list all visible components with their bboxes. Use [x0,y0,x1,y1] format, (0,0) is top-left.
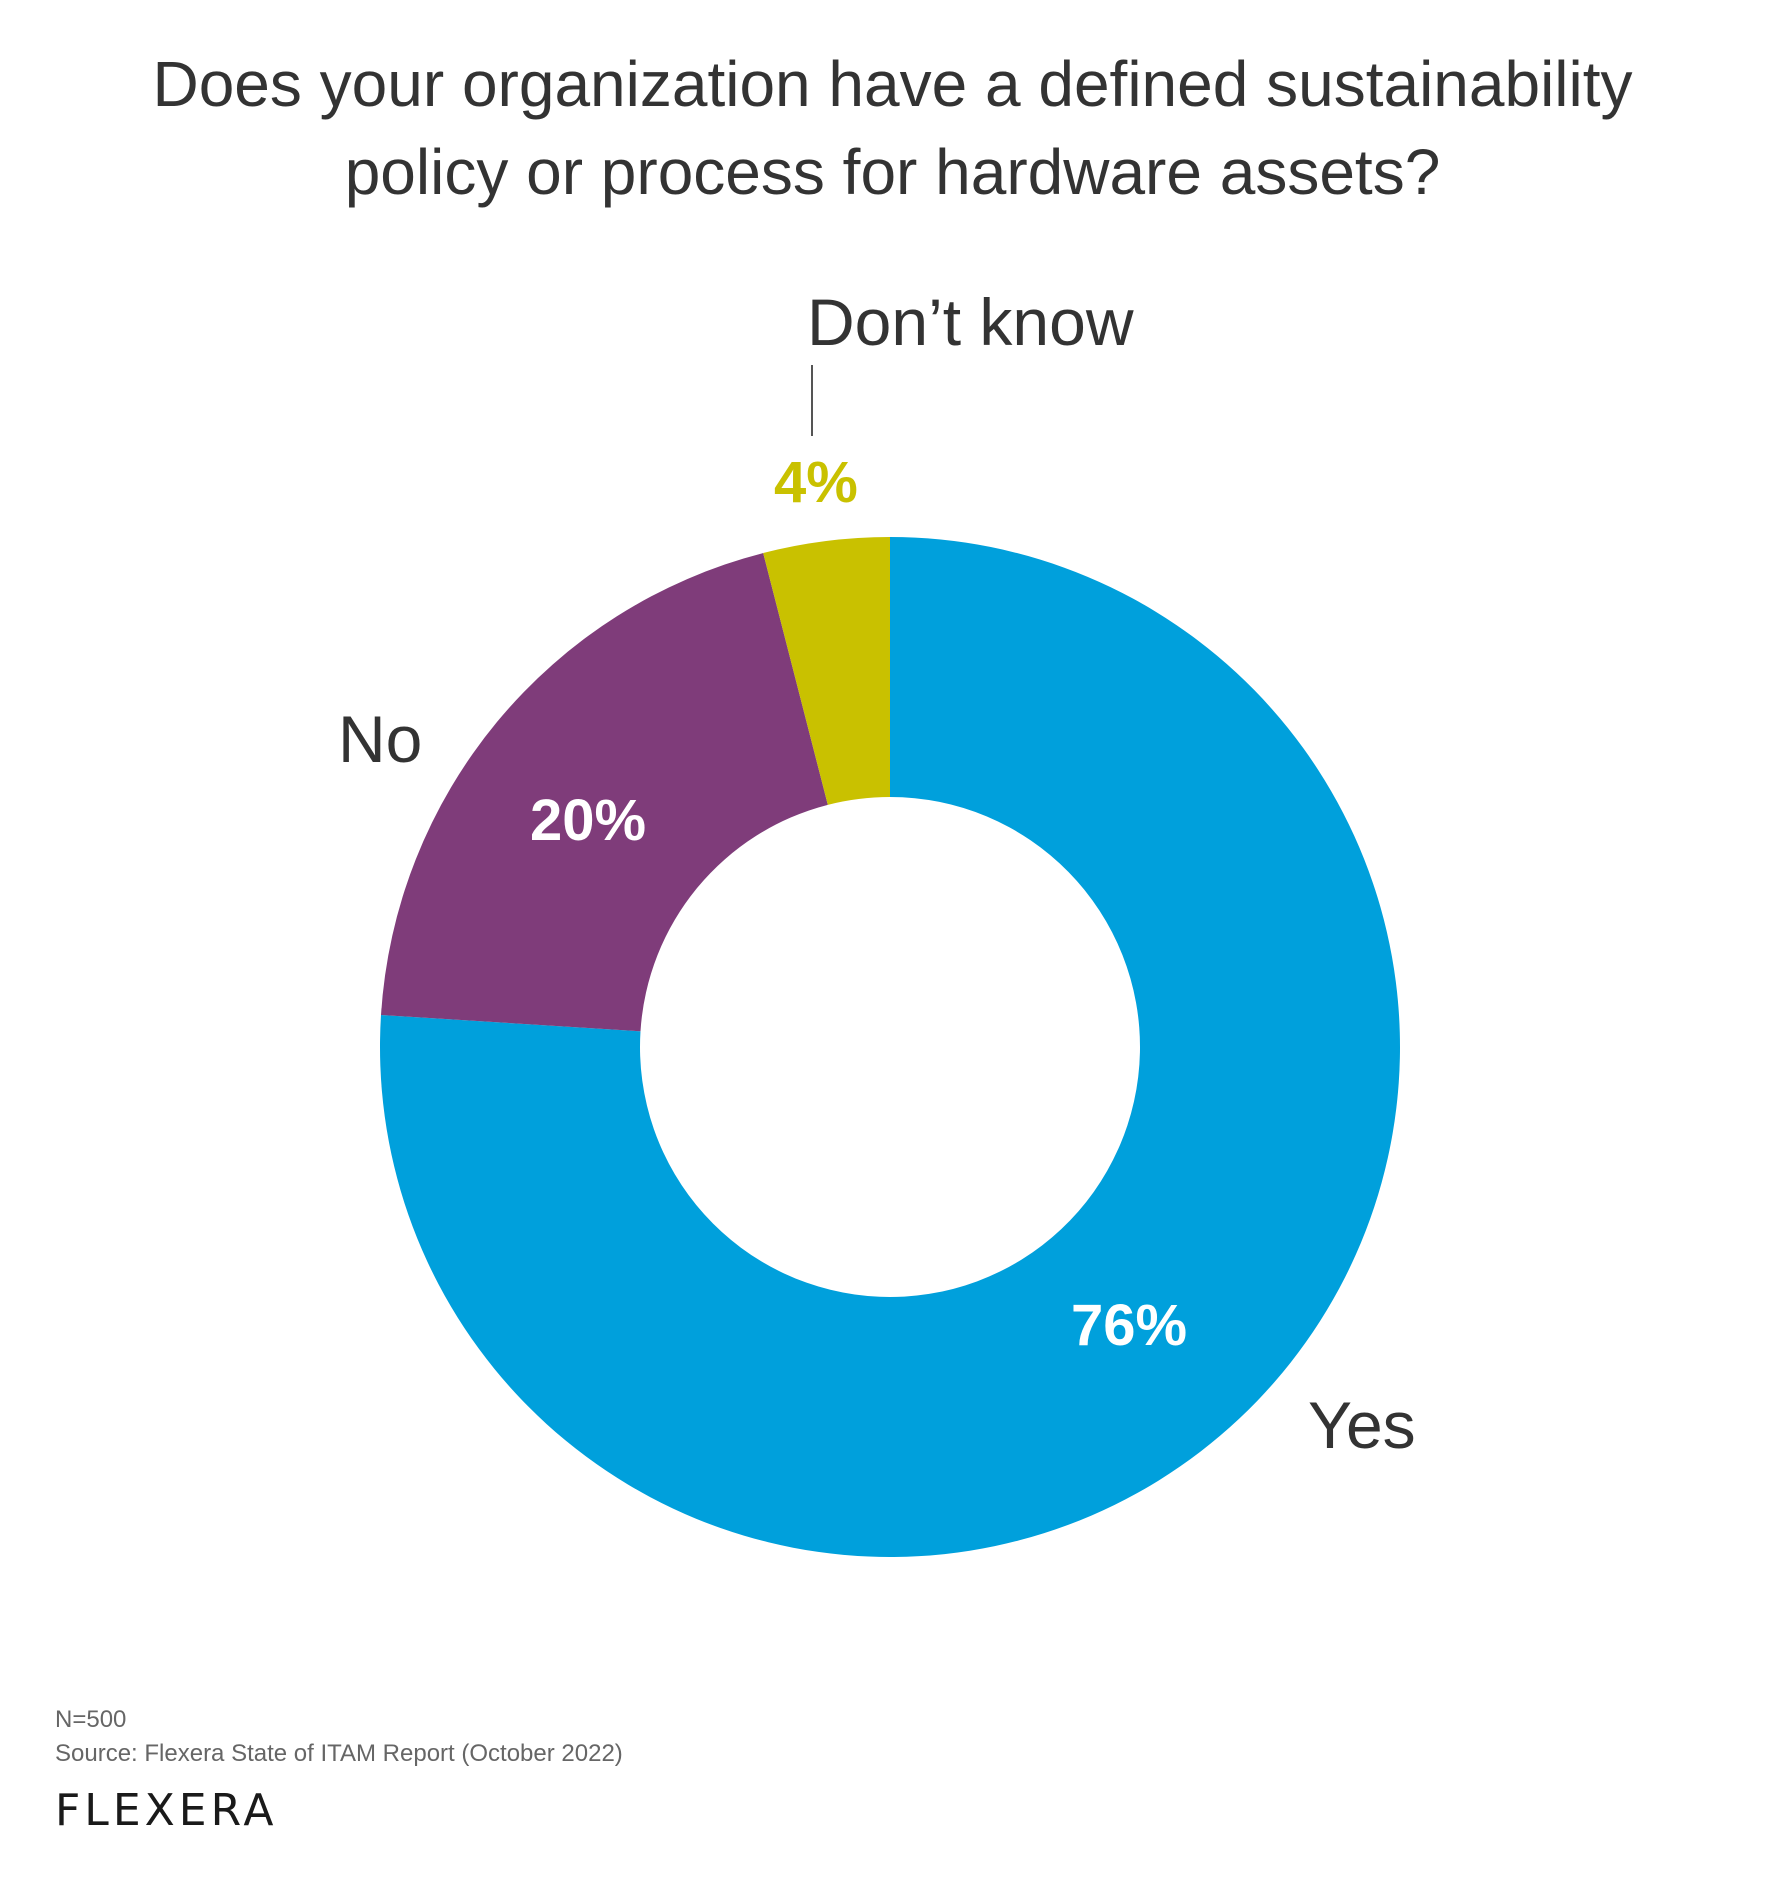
donut-slice-yes [380,537,1400,1557]
sample-size-note: N=500 [55,1706,127,1733]
title-line-2: policy or process for hardware assets? [344,136,1441,208]
category-label-dont-know: Don’t know [807,285,1134,359]
value-label-no: 20% [530,788,646,853]
value-label-dont-know: 4% [774,450,858,515]
category-label-yes: Yes [1308,1388,1416,1462]
donut-chart: Don’t know 4% No 20% 76% Yes [338,285,1416,1557]
donut-slice-don-t-know [763,537,890,805]
value-label-yes: 76% [1071,1293,1187,1358]
flexera-logo: FLEXERA [55,1785,278,1836]
title-line-1: Does your organization have a defined su… [152,48,1633,120]
donut-slice-no [381,553,828,1032]
category-label-no: No [338,702,422,776]
chart-title: Does your organization have a defined su… [0,40,1785,216]
source-note: Source: Flexera State of ITAM Report (Oc… [55,1740,623,1767]
